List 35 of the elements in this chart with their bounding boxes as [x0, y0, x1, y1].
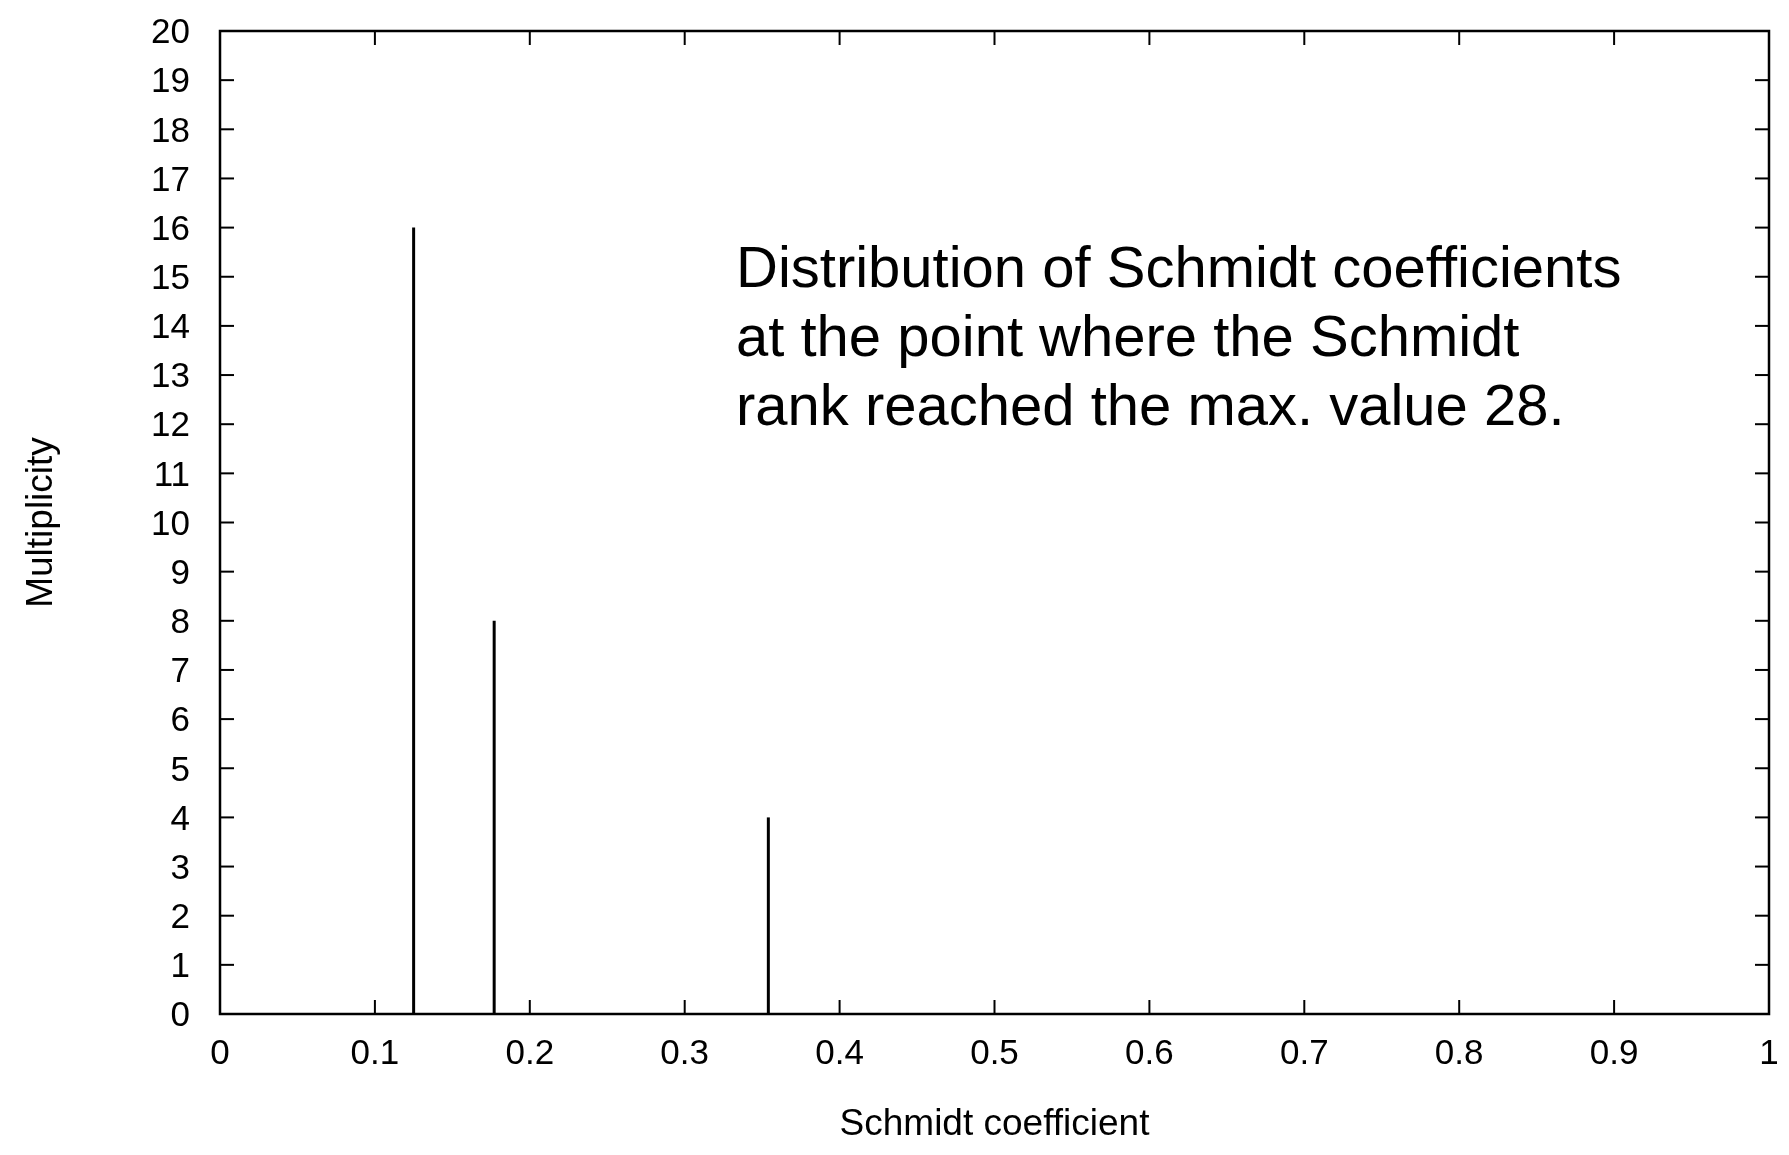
y-axis-title: Multiplicity [19, 436, 60, 608]
y-tick-label: 19 [151, 60, 190, 100]
x-axis-title: Schmidt coefficient [839, 1102, 1151, 1143]
y-tick-label: 0 [170, 994, 190, 1034]
x-tick-label: 0.4 [815, 1032, 864, 1071]
x-tick-label: 0.8 [1434, 1032, 1484, 1071]
y-tick-label: 6 [170, 699, 190, 739]
y-tick-label: 9 [170, 551, 190, 591]
x-tick-label: 0.5 [970, 1032, 1019, 1071]
x-tick-label: 0.1 [350, 1032, 400, 1071]
y-tick-label: 3 [170, 846, 190, 886]
y-tick-label: 4 [170, 797, 190, 837]
y-tick-label: 5 [170, 748, 190, 788]
x-tick-label: 0.3 [660, 1032, 710, 1071]
y-tick-label: 13 [151, 355, 190, 395]
annotation: Distribution of Schmidt coefficients at the point where the Schmidt rank reached the max. value 28. [736, 234, 1622, 437]
y-tick-label: 11 [153, 453, 190, 493]
x-tick-label: 0 [210, 1032, 230, 1071]
x-tick-label: 1 [1759, 1032, 1779, 1071]
y-tick-label: 18 [151, 109, 190, 149]
y-tick-label: 12 [151, 404, 190, 444]
y-tick-label: 15 [151, 257, 190, 296]
y-tick-label: 17 [151, 158, 190, 198]
y-tick-label: 8 [170, 601, 190, 641]
y-tick-label: 20 [151, 11, 190, 51]
y-tick-label: 14 [151, 306, 190, 346]
y-tick-label: 7 [170, 650, 190, 690]
y-tick-label: 1 [170, 945, 190, 985]
y-tick-label: 16 [151, 207, 190, 247]
y-tick-label: 2 [170, 895, 190, 935]
x-tick-label: 0.9 [1589, 1032, 1639, 1071]
x-tick-label: 0.7 [1279, 1032, 1329, 1071]
x-tick-label: 0.2 [505, 1032, 555, 1071]
y-tick-label: 10 [151, 502, 190, 542]
x-tick-label: 0.6 [1125, 1032, 1174, 1071]
